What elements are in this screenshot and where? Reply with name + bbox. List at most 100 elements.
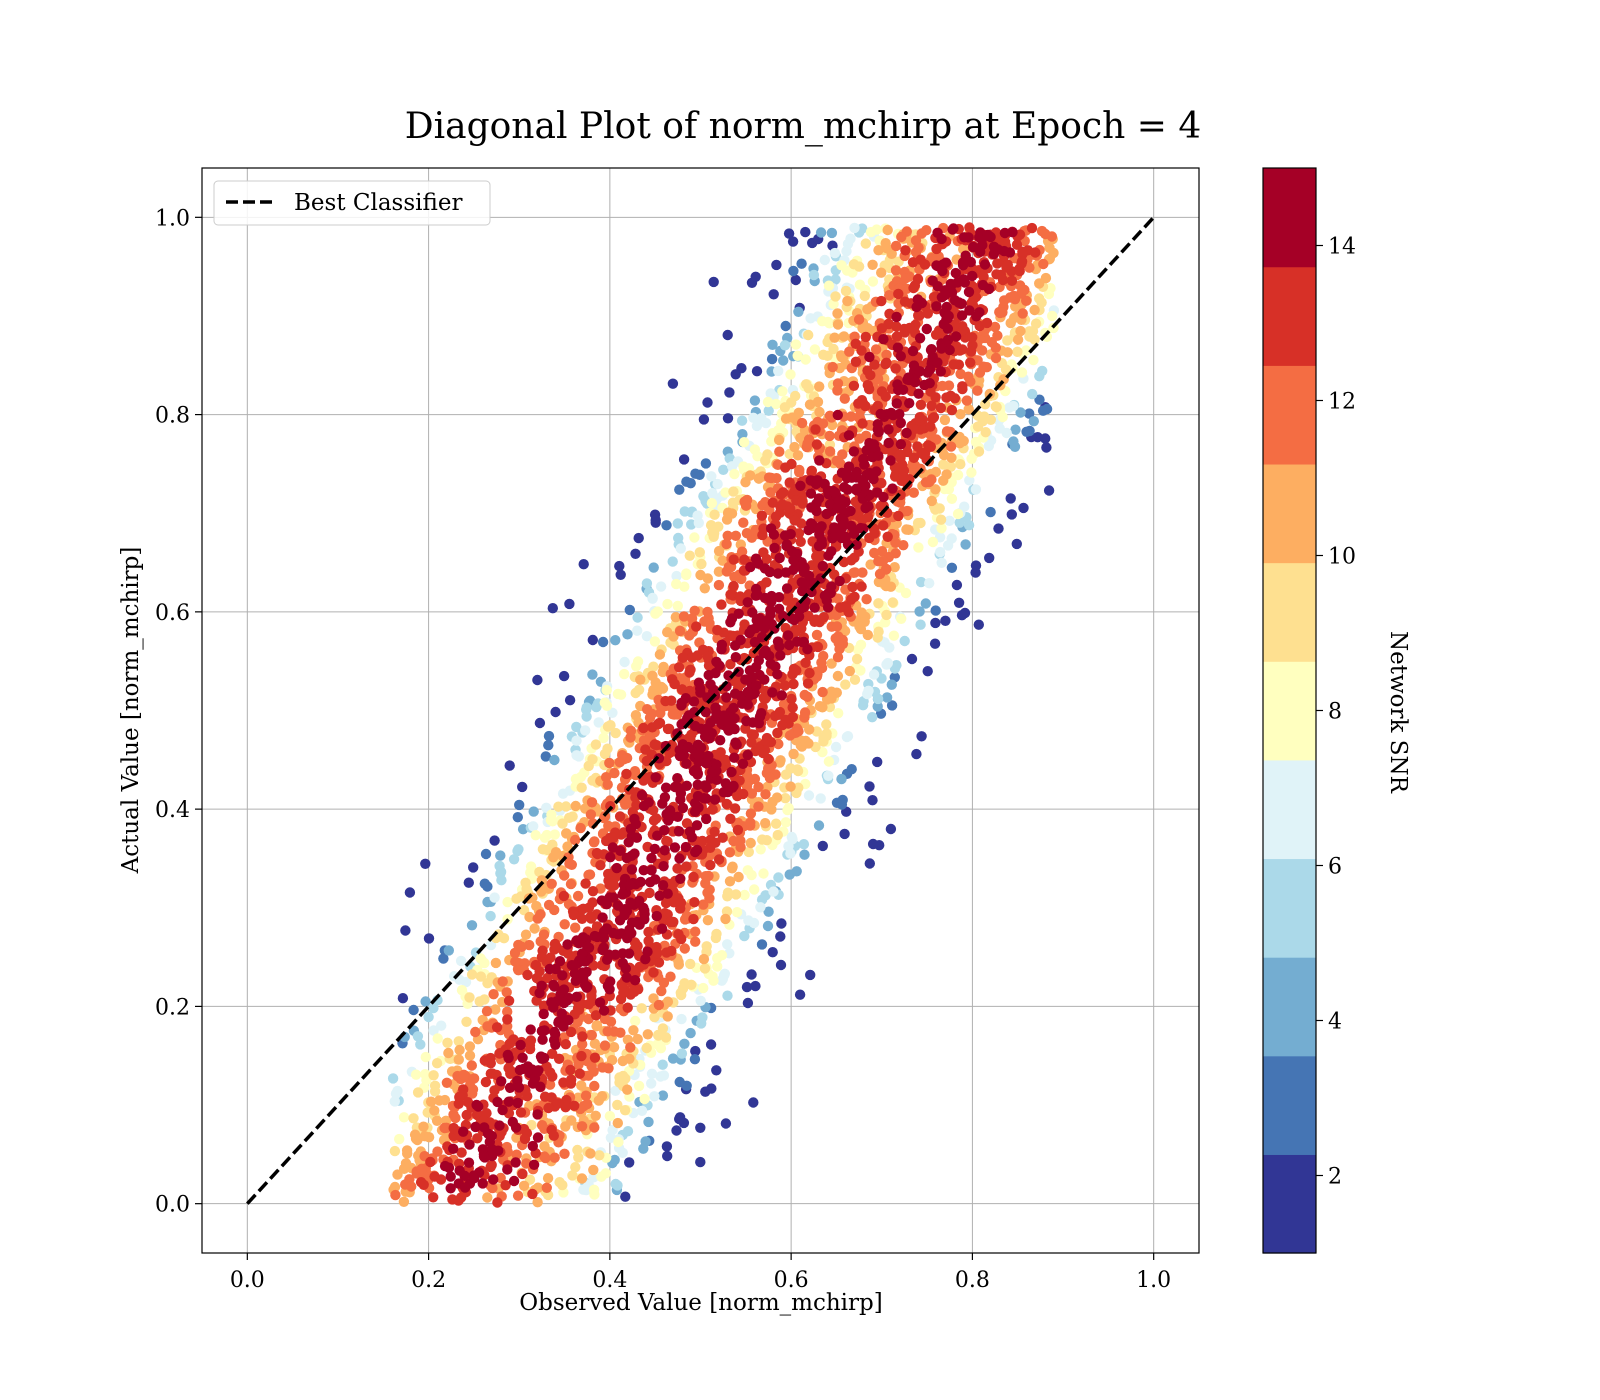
scatter-point	[489, 892, 500, 903]
scatter-point	[442, 1037, 453, 1049]
scatter-point	[661, 520, 672, 531]
scatter-point	[660, 695, 671, 707]
scatter-point	[886, 407, 897, 419]
scatter-point	[711, 759, 722, 770]
scatter-point	[975, 246, 986, 257]
scatter-point	[903, 524, 914, 535]
scatter-point	[897, 384, 909, 395]
scatter-point	[888, 630, 900, 641]
scatter-point	[652, 719, 664, 730]
scatter-point	[763, 472, 775, 483]
scatter-point	[415, 1039, 426, 1050]
scatter-point	[649, 1011, 660, 1023]
scatter-point	[1021, 426, 1032, 437]
scatter-point	[624, 1053, 635, 1065]
scatter-point	[461, 1016, 472, 1027]
scatter-point	[454, 1044, 465, 1056]
scatter-point	[581, 1184, 592, 1196]
scatter-point	[649, 739, 660, 750]
scatter-point	[658, 661, 669, 673]
scatter-point	[789, 515, 800, 526]
scatter-point	[740, 500, 752, 511]
scatter-point	[794, 464, 805, 476]
scatter-point	[504, 1082, 516, 1094]
scatter-point	[641, 1042, 652, 1054]
scatter-point	[676, 1048, 688, 1059]
colorbar-tick-label: 14	[1328, 235, 1356, 260]
scatter-point	[802, 678, 814, 689]
scatter-point	[1001, 427, 1012, 439]
scatter-point	[453, 1098, 464, 1110]
scatter-point	[824, 318, 835, 329]
scatter-point	[571, 935, 582, 946]
scatter-point	[1004, 292, 1016, 303]
scatter-point	[666, 945, 677, 957]
scatter-point	[547, 603, 558, 614]
scatter-point	[889, 562, 900, 573]
scatter-point	[612, 688, 624, 700]
scatter-point	[1028, 354, 1039, 366]
scatter-point	[743, 846, 754, 858]
scatter-point	[626, 864, 638, 875]
scatter-point	[394, 1133, 405, 1145]
scatter-point	[927, 536, 939, 548]
scatter-point	[785, 528, 796, 540]
scatter-point	[1012, 346, 1023, 357]
scatter-point	[625, 1042, 636, 1053]
scatter-point	[843, 430, 855, 441]
scatter-point	[747, 717, 759, 728]
scatter-point	[541, 1061, 552, 1072]
scatter-point	[685, 1027, 696, 1039]
scatter-point	[751, 366, 763, 377]
scatter-point	[571, 991, 582, 1002]
scatter-point	[470, 1121, 481, 1133]
scatter-point	[754, 613, 765, 624]
scatter-point	[432, 1033, 443, 1044]
scatter-point	[726, 766, 737, 778]
scatter-point	[746, 737, 757, 748]
scatter-point	[925, 441, 936, 452]
scatter-point	[942, 540, 954, 551]
scatter-point	[851, 483, 862, 494]
scatter-point	[597, 944, 608, 956]
scatter-point	[544, 1079, 556, 1090]
scatter-point	[940, 289, 951, 301]
scatter-point	[695, 836, 707, 848]
scatter-point	[955, 459, 966, 470]
scatter-point	[585, 1148, 596, 1159]
scatter-point	[646, 852, 657, 864]
scatter-point	[946, 404, 958, 416]
scatter-point	[712, 478, 723, 490]
scatter-point	[702, 887, 713, 898]
scatter-point	[730, 530, 741, 541]
scatter-point	[580, 725, 591, 736]
scatter-point	[711, 1065, 722, 1076]
colorbar-band	[1263, 1154, 1316, 1254]
scatter-point	[880, 391, 891, 402]
scatter-point	[956, 310, 968, 321]
scatter-point	[588, 1164, 599, 1176]
scatter-point	[841, 731, 853, 743]
colorbar-tick-label: 8	[1328, 700, 1342, 725]
scatter-point	[824, 430, 835, 442]
scatter-point	[562, 939, 573, 950]
scatter-point	[891, 398, 902, 409]
scatter-point	[804, 724, 815, 735]
scatter-point	[893, 288, 904, 300]
scatter-point	[654, 649, 666, 660]
scatter-point	[679, 506, 690, 517]
scatter-point	[674, 1113, 685, 1125]
scatter-point	[586, 990, 597, 1002]
scatter-point	[1018, 502, 1029, 514]
y-tick-label: 0.8	[155, 404, 190, 429]
scatter-point	[788, 564, 799, 575]
scatter-point	[498, 933, 510, 944]
scatter-point	[565, 1064, 576, 1076]
scatter-point	[931, 301, 942, 312]
scatter-point	[983, 440, 994, 452]
scatter-point	[661, 1141, 673, 1152]
scatter-point	[675, 794, 686, 805]
scatter-point	[857, 322, 868, 334]
scatter-point	[973, 446, 985, 457]
scatter-point	[793, 407, 804, 418]
